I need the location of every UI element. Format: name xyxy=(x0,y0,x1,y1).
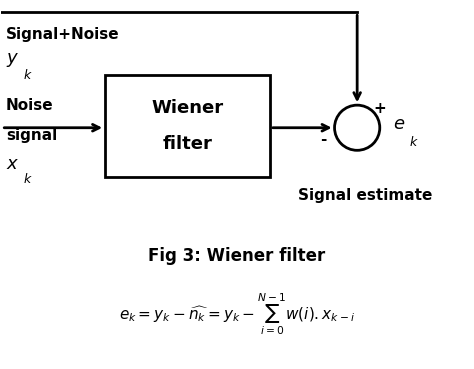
FancyBboxPatch shape xyxy=(105,75,270,177)
Text: +: + xyxy=(373,101,386,116)
Text: Signal estimate: Signal estimate xyxy=(298,188,433,203)
Text: -: - xyxy=(320,131,327,146)
Text: Wiener: Wiener xyxy=(152,99,224,117)
Ellipse shape xyxy=(335,105,380,150)
Text: $k$: $k$ xyxy=(23,68,32,82)
Text: $e$: $e$ xyxy=(392,115,405,133)
Text: Noise: Noise xyxy=(6,98,54,113)
Text: Fig 3: Wiener filter: Fig 3: Wiener filter xyxy=(148,247,326,265)
Text: filter: filter xyxy=(163,135,212,153)
Text: $y$: $y$ xyxy=(6,51,19,69)
Text: $x$: $x$ xyxy=(6,155,19,173)
Text: $e_k = y_k - \widehat{n_k} = y_k - \sum_{i=0}^{N-1} w(i).x_{k-i}$: $e_k = y_k - \widehat{n_k} = y_k - \sum_… xyxy=(119,292,355,337)
Text: $k$: $k$ xyxy=(409,135,419,149)
Text: signal: signal xyxy=(6,128,57,142)
Text: $k$: $k$ xyxy=(23,172,32,186)
Text: Signal+Noise: Signal+Noise xyxy=(6,27,120,42)
